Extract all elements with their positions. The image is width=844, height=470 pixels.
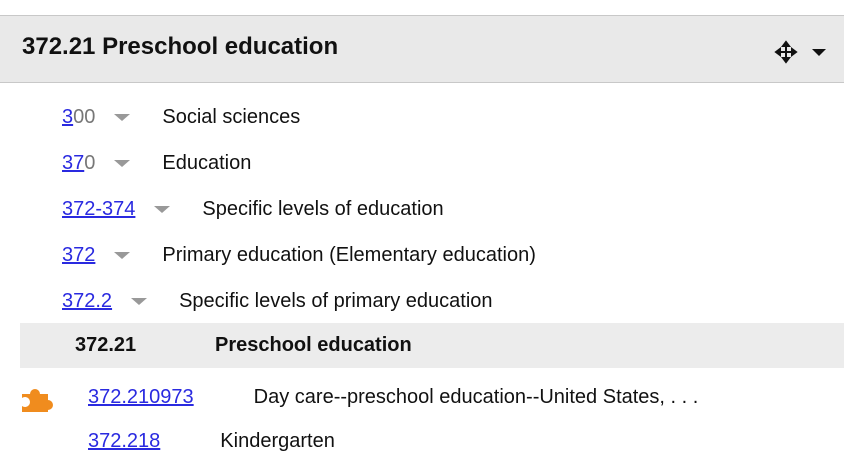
class-link[interactable]: 37 <box>62 151 85 174</box>
dropdown-arrow[interactable] <box>129 296 149 306</box>
class-link[interactable]: 3 <box>62 105 74 128</box>
dropdown-arrow[interactable] <box>152 204 172 214</box>
class-label: Specific levels of education <box>202 197 444 220</box>
current-row: 372.21 Preschool education <box>20 323 844 368</box>
header-bar: 372.21 Preschool education <box>0 15 844 83</box>
class-rest: 00 <box>73 105 96 128</box>
child-row: 372.218 Kindergarten <box>88 426 335 456</box>
hierarchy-row: 372.2 Specific levels of primary educatio… <box>62 286 493 316</box>
class-rest: 0 <box>84 151 96 174</box>
dropdown-arrow[interactable] <box>112 112 132 122</box>
class-link[interactable]: 372.2 <box>62 289 113 312</box>
class-link[interactable]: 372 <box>62 243 96 266</box>
class-link[interactable]: 372-374 <box>62 197 136 220</box>
dropdown-arrow[interactable] <box>112 158 132 168</box>
class-label: Education <box>162 151 252 174</box>
puzzle-icon <box>22 389 53 412</box>
dropdown-arrow[interactable] <box>112 250 132 260</box>
hierarchy-row: 372 Primary education (Elementary educati… <box>62 240 536 270</box>
class-label: Primary education (Elementary education) <box>162 243 536 266</box>
child-row: 372.210973 Day care--preschool education-… <box>88 382 698 412</box>
child-label: Kindergarten <box>220 429 335 452</box>
class-label: Specific levels of primary education <box>179 289 493 312</box>
hierarchy-row: 3 00 Social sciences <box>62 102 300 132</box>
current-label: Preschool education <box>215 334 412 356</box>
current-number: 372.21 <box>75 334 137 356</box>
class-label: Social sciences <box>162 105 301 128</box>
hierarchy-row: 37 0 Education <box>62 148 251 178</box>
child-link[interactable]: 372.210973 <box>88 385 194 408</box>
header-title: 372.21 Preschool education <box>22 33 339 60</box>
header-tools[interactable] <box>774 40 834 64</box>
child-label: Day care--preschool education--United St… <box>253 385 699 408</box>
child-link[interactable]: 372.218 <box>88 429 161 452</box>
hierarchy-row: 372-374 Specific levels of education <box>62 194 444 224</box>
